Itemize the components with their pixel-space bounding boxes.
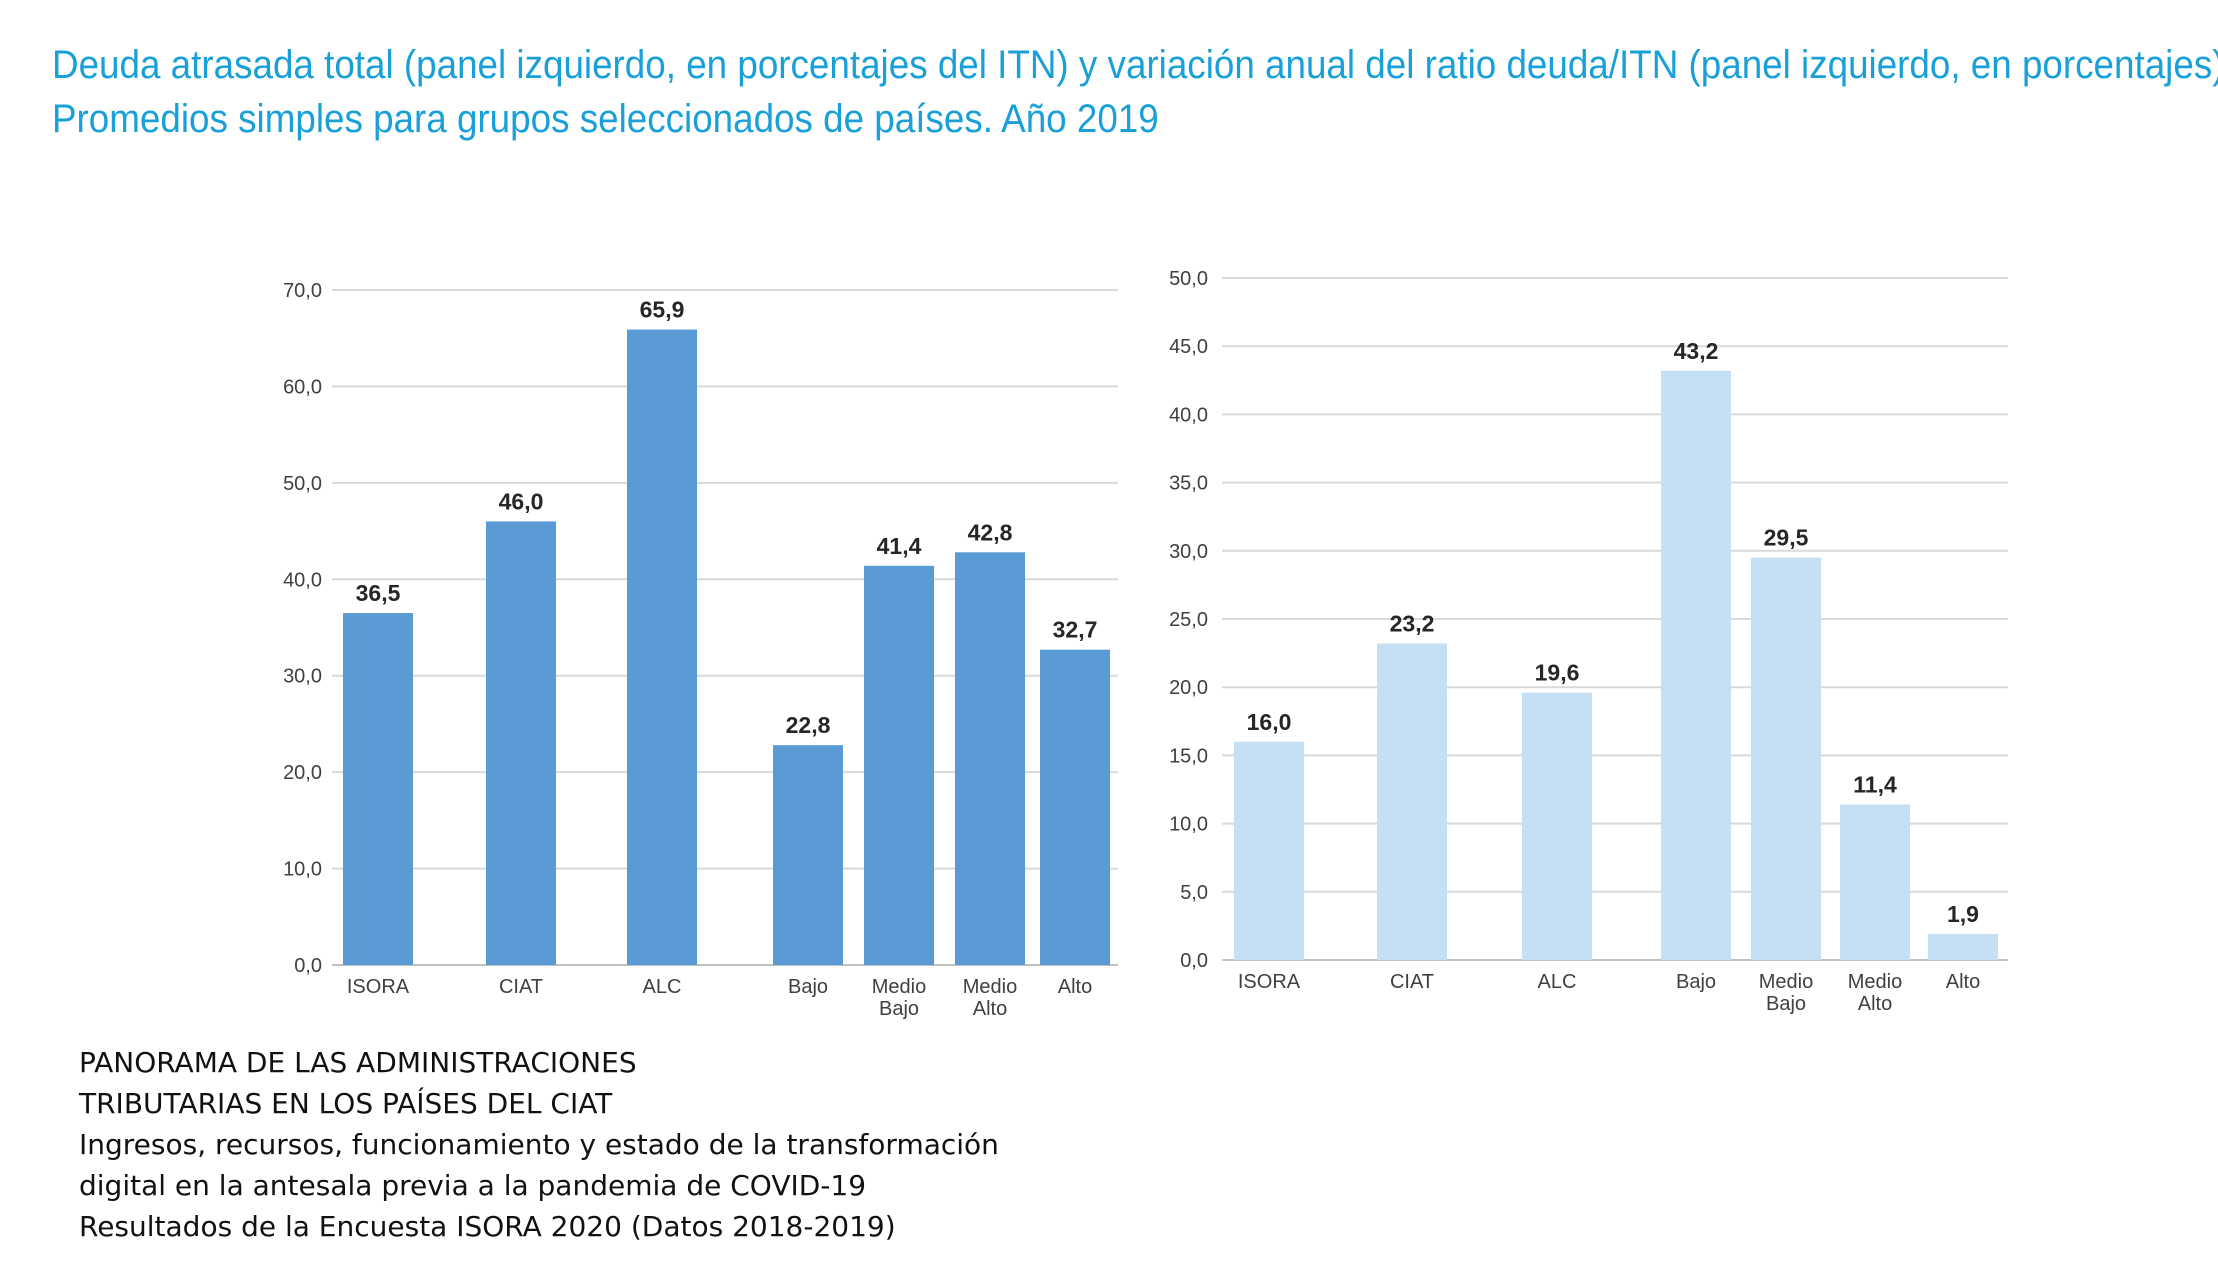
left-category-label: Alto (973, 998, 1007, 1020)
left-value-label: 65,9 (640, 297, 685, 323)
left-y-tick-label: 0,0 (294, 955, 322, 977)
left-bar-6 (955, 552, 1025, 965)
right-category-label: ALC (1538, 971, 1577, 993)
left-y-tick-label: 40,0 (283, 569, 322, 591)
left-category-label: CIAT (499, 976, 543, 998)
right-bar-2 (1377, 643, 1447, 960)
left-y-tick-label: 70,0 (283, 280, 322, 302)
right-category-label: Bajo (1766, 993, 1806, 1015)
right-value-label: 29,5 (1764, 525, 1809, 551)
source-line-4: digital en la antesala previa a la pande… (79, 1169, 867, 1202)
left-y-tick-label: 10,0 (283, 859, 322, 881)
right-y-tick-label: 40,0 (1169, 404, 1208, 426)
left-y-tick-label: 30,0 (283, 666, 322, 688)
right-bar-6 (1840, 804, 1910, 960)
right-value-label: 43,2 (1674, 338, 1719, 364)
left-bar-1 (343, 613, 413, 965)
right-y-tick-label: 45,0 (1169, 336, 1208, 358)
source-line-5: Resultados de la Encuesta ISORA 2020 (Da… (79, 1210, 896, 1243)
right-category-label: ISORA (1238, 971, 1301, 993)
left-y-tick-label: 50,0 (283, 473, 322, 495)
left-bar-2 (486, 521, 556, 965)
right-panel-chart: 0,0 5,0 10,0 15,0 20,0 25,0 30,0 35,0 40,0 45,0 50… (1169, 268, 2008, 1015)
right-category-label: Alto (1946, 971, 1980, 993)
left-category-label: Bajo (788, 976, 828, 998)
left-category-label: ALC (643, 976, 682, 998)
right-category-label: Medio (1848, 971, 1902, 993)
right-y-tick-label: 15,0 (1169, 745, 1208, 767)
right-bar-3 (1522, 692, 1592, 960)
left-bar-7 (1040, 649, 1110, 965)
left-category-label: Alto (1058, 976, 1092, 998)
right-bar-7 (1928, 934, 1998, 960)
left-category-label: Bajo (879, 998, 919, 1020)
title-line-2: Promedios simples para grupos selecciona… (52, 97, 1159, 141)
right-value-label: 23,2 (1390, 611, 1435, 637)
right-y-tick-label: 10,0 (1169, 814, 1208, 836)
source-line-2: TRIBUTARIAS EN LOS PAÍSES DEL CIAT (79, 1087, 613, 1120)
right-category-label: CIAT (1390, 971, 1434, 993)
left-value-label: 46,0 (499, 488, 544, 514)
left-value-label: 36,5 (356, 580, 401, 606)
right-value-label: 11,4 (1853, 772, 1897, 798)
right-y-tick-label: 5,0 (1180, 882, 1208, 904)
source-line-1: PANORAMA DE LAS ADMINISTRACIONES (79, 1046, 637, 1079)
right-y-tick-label: 20,0 (1169, 677, 1208, 699)
left-y-tick-label: 20,0 (283, 762, 322, 784)
left-panel-chart: 0,0 10,0 20,0 30,0 40,0 50,0 60,0 70,0 36,5 ISORA… (283, 280, 1118, 1020)
right-y-tick-label: 35,0 (1169, 473, 1208, 495)
left-category-label: Medio (872, 976, 926, 998)
left-value-label: 42,8 (968, 519, 1013, 545)
right-y-tick-label: 50,0 (1169, 268, 1208, 290)
left-bar-4 (773, 745, 843, 965)
left-category-label: ISORA (347, 976, 410, 998)
left-bar-5 (864, 565, 934, 965)
chart-title: Deuda atrasada total (panel izquierdo, e… (52, 38, 2218, 146)
left-value-label: 41,4 (877, 533, 922, 559)
source-note: PANORAMA DE LAS ADMINISTRACIONES TRIBUTA… (79, 1042, 999, 1247)
left-bar-3 (627, 329, 697, 965)
right-category-label: Alto (1858, 993, 1892, 1015)
right-value-label: 1,9 (1947, 901, 1979, 927)
left-y-tick-label: 60,0 (283, 376, 322, 398)
right-category-label: Medio (1759, 971, 1813, 993)
right-bar-1 (1234, 741, 1304, 960)
right-y-tick-label: 25,0 (1169, 609, 1208, 631)
right-y-tick-label: 30,0 (1169, 541, 1208, 563)
right-bar-4 (1661, 370, 1731, 960)
left-category-label: Medio (963, 976, 1017, 998)
right-bar-5 (1751, 557, 1821, 960)
right-category-label: Bajo (1676, 971, 1716, 993)
source-line-3: Ingresos, recursos, funcionamiento y est… (79, 1128, 999, 1161)
right-value-label: 19,6 (1535, 660, 1580, 686)
right-y-tick-label: 0,0 (1180, 950, 1208, 972)
right-value-label: 16,0 (1247, 709, 1292, 735)
left-value-label: 22,8 (786, 712, 831, 738)
title-line-1: Deuda atrasada total (panel izquierdo, e… (52, 43, 2218, 87)
left-value-label: 32,7 (1053, 617, 1098, 643)
